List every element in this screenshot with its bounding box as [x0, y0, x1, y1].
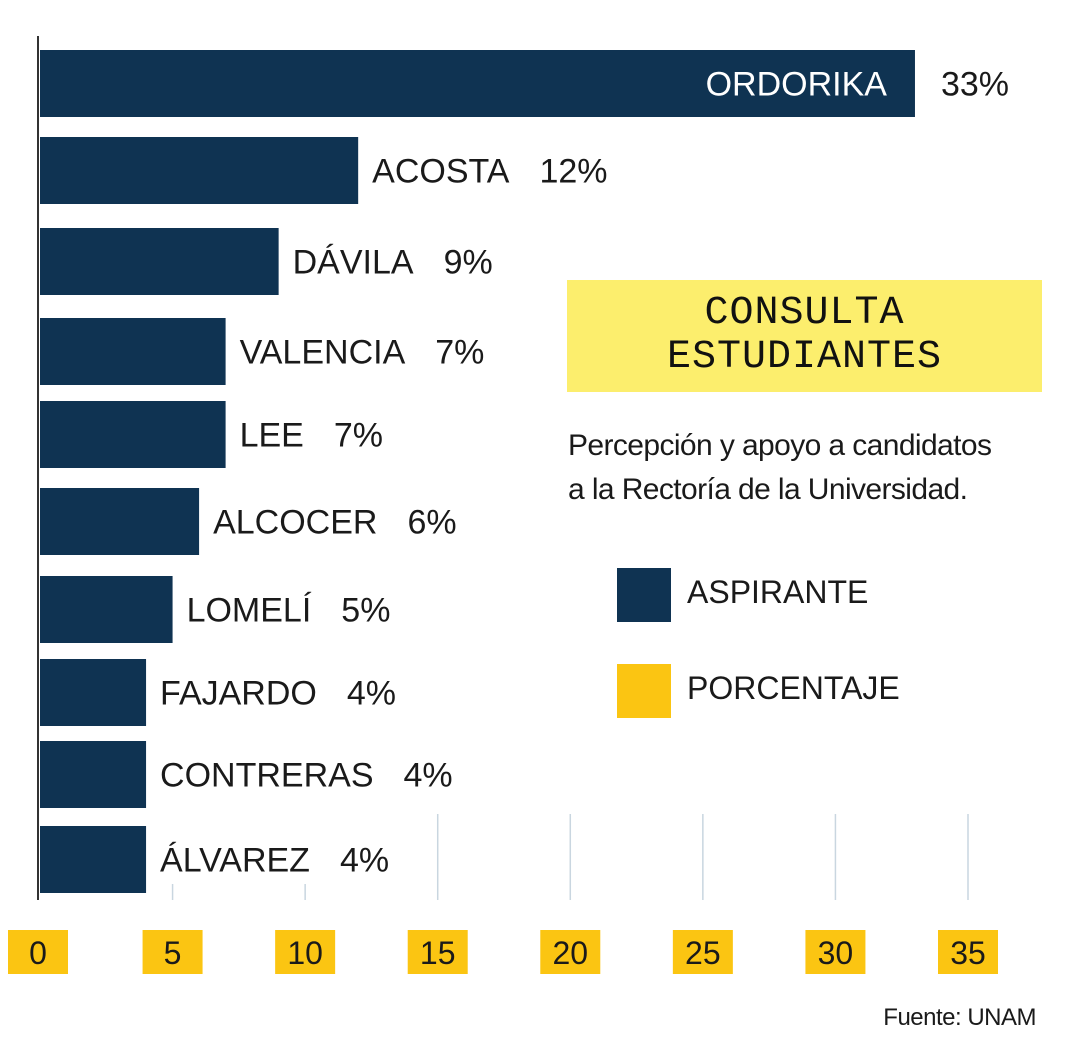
chart-subtitle: Percepción y apoyo a candidatos a la Rec…: [568, 424, 1048, 512]
tick-box-20: [540, 930, 601, 974]
bar-5: [40, 488, 200, 555]
bar-1: [40, 137, 359, 204]
bar-label-2: DÁVILA: [293, 244, 414, 282]
tick-label-20: 20: [552, 935, 588, 971]
tick-label-0: 0: [29, 935, 47, 971]
bar-label-6: LOMELÍ: [187, 592, 312, 630]
legend-swatch-porcentaje: [617, 664, 671, 718]
value-label-9: 4%: [340, 842, 389, 880]
tick-label-5: 5: [164, 935, 182, 971]
subtitle-line-2: a la Rectoría de la Universidad.: [568, 473, 968, 506]
bar-8: [40, 741, 147, 808]
value-label-1: 12%: [539, 153, 607, 191]
tick-box-0: [8, 930, 68, 974]
value-label-3: 7%: [435, 334, 484, 372]
tick-label-15: 15: [420, 935, 456, 971]
bar-label-9: ÁLVAREZ: [160, 842, 310, 880]
tick-box-10: [275, 930, 336, 974]
tick-box-25: [672, 930, 733, 974]
tick-label-35: 35: [950, 935, 986, 971]
tick-label-30: 30: [818, 935, 854, 971]
value-label-5: 6%: [407, 504, 456, 542]
value-label-2: 9%: [444, 244, 493, 282]
title-line-2: ESTUDIANTES: [666, 335, 943, 380]
value-label-7: 4%: [347, 675, 396, 713]
tick-box-5: [142, 930, 203, 974]
value-label-4: 7%: [334, 417, 383, 455]
chart-title: CONSULTA ESTUDIANTES: [567, 280, 1042, 392]
bar-label-1: ACOSTA: [372, 153, 510, 191]
bar-label-8: CONTRERAS: [160, 757, 373, 795]
subtitle-line-1: Percepción y apoyo a candidatos: [568, 429, 992, 462]
legend-label-aspirante: ASPIRANTE: [687, 574, 869, 610]
bar-label-5: ALCOCER: [213, 504, 377, 542]
bar-7: [40, 659, 147, 726]
legend-label-porcentaje: PORCENTAJE: [687, 670, 900, 706]
bar-label-7: FAJARDO: [160, 675, 317, 713]
bar-label-4: LEE: [240, 417, 304, 455]
legend-swatch-aspirante: [617, 568, 671, 622]
bar-2: [40, 228, 279, 295]
bar-label-0: ORDORIKA: [706, 66, 888, 104]
tick-box-35: [938, 930, 998, 974]
tick-box-30: [805, 930, 866, 974]
tick-label-25: 25: [685, 935, 721, 971]
bar-9: [40, 826, 147, 893]
tick-label-10: 10: [287, 935, 323, 971]
value-label-8: 4%: [404, 757, 453, 795]
value-label-6: 5%: [341, 592, 390, 630]
title-line-1: CONSULTA: [704, 291, 905, 336]
value-label-0: 33%: [941, 66, 1009, 104]
bar-3: [40, 318, 226, 385]
tick-box-15: [407, 930, 468, 974]
bar-6: [40, 576, 173, 643]
bar-label-3: VALENCIA: [240, 334, 406, 372]
bar-4: [40, 401, 226, 468]
bar-0: [40, 50, 915, 117]
source-note: Fuente: UNAM: [883, 1004, 1036, 1031]
